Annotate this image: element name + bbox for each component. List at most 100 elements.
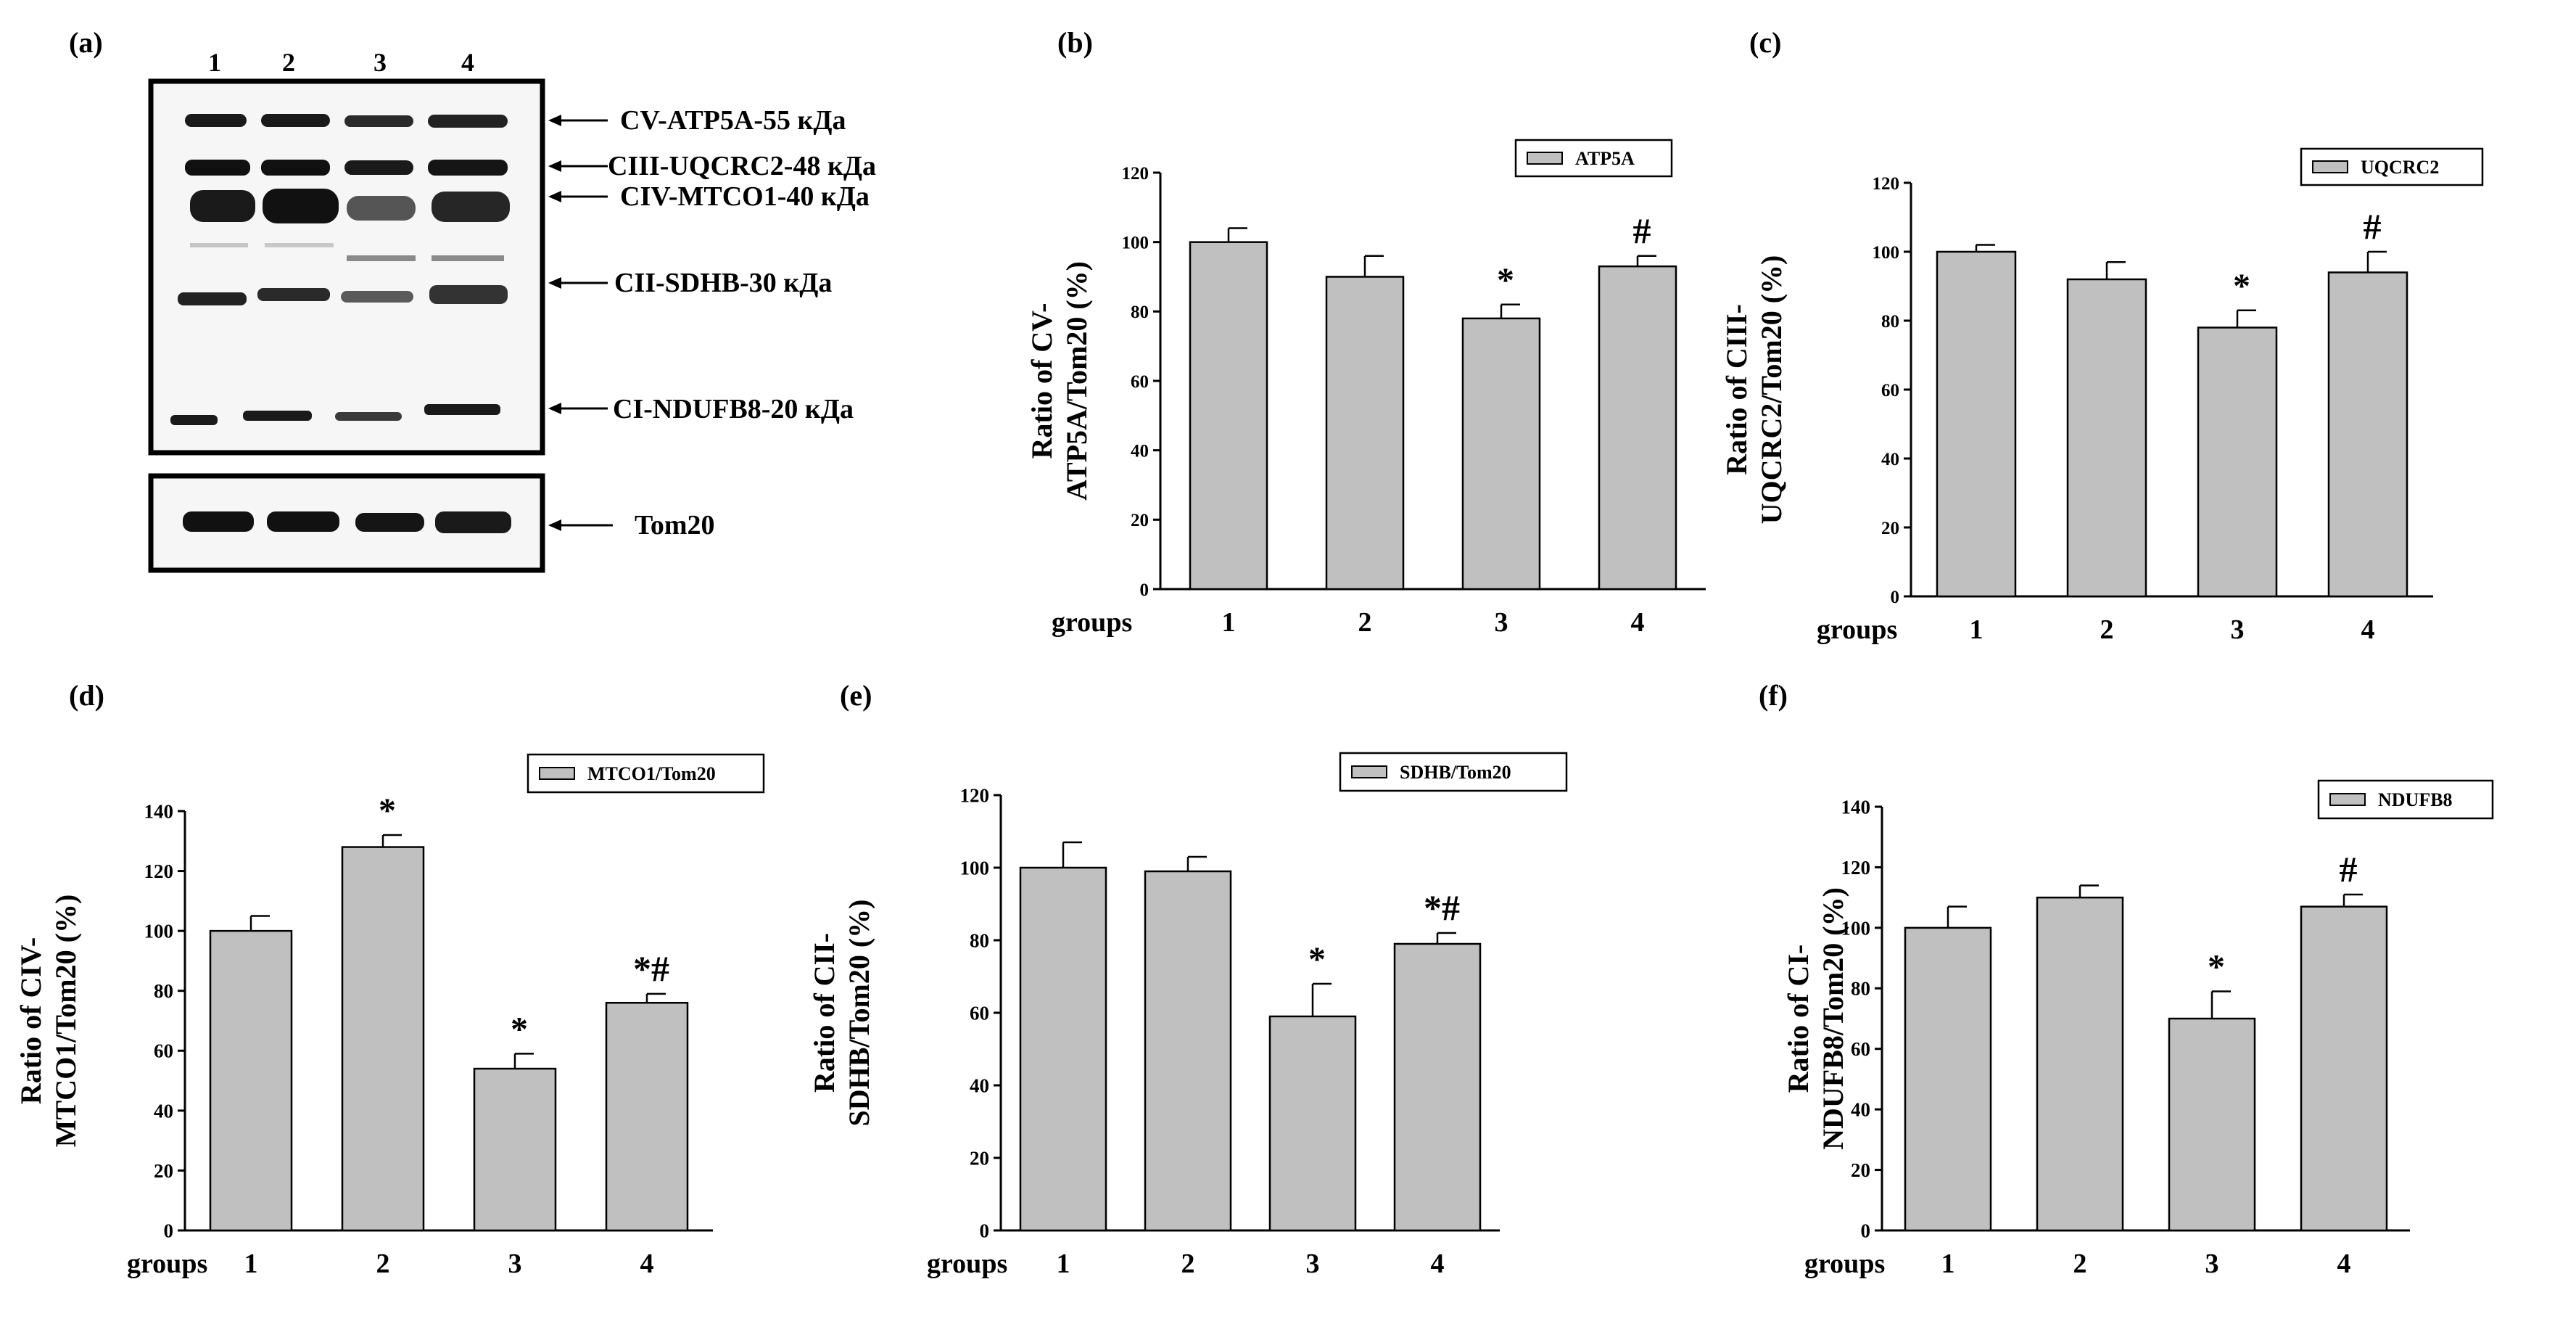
- bar: [1904, 926, 1992, 1232]
- x-tick-label: 4: [1631, 607, 1645, 638]
- x-tick-label: 3: [1495, 607, 1508, 638]
- y-tick-label: 0: [980, 1220, 990, 1241]
- y-tick-label: 140: [1841, 796, 1871, 818]
- significance-marker: *: [2208, 947, 2225, 986]
- y-tick-label: 20: [1131, 511, 1149, 530]
- y-tick-label: 0: [1891, 588, 1900, 607]
- bar: [1461, 317, 1541, 591]
- x-tick-label: 1: [244, 1249, 258, 1279]
- significance-marker: *#: [633, 948, 669, 989]
- y-tick-label: 40: [970, 1074, 989, 1096]
- chart-panel-b: (b) 0 20 40 60 80 100 120 1 2 3 * 4 # groups Ratio of C…: [1025, 26, 1706, 638]
- bar: [1598, 265, 1677, 591]
- bar: [473, 1067, 557, 1232]
- significance-marker: *: [511, 1010, 528, 1048]
- y-tick-label: 100: [1873, 243, 1900, 263]
- band-arrowheads: [548, 115, 561, 531]
- legend-swatch: [1527, 152, 1563, 165]
- y-tick-label: 120: [960, 784, 990, 806]
- bar: [2197, 326, 2278, 598]
- y-axis-title: Ratio of CII-SDHB/Tom20 (%): [808, 899, 875, 1126]
- significance-marker: #: [1633, 210, 1651, 251]
- x-axis-title: groups: [127, 1249, 207, 1279]
- significance-marker: *: [2233, 267, 2250, 305]
- significance-marker: *: [379, 792, 396, 830]
- legend-swatch: [2329, 793, 2366, 806]
- legend-label: UQCRC2: [2361, 157, 2439, 178]
- legend-label: ATP5A: [1575, 148, 1635, 169]
- y-tick-label: 20: [1851, 1159, 1870, 1181]
- x-tick-label: 3: [508, 1249, 522, 1279]
- bar: [1189, 241, 1268, 591]
- y-tick-label: 40: [1881, 450, 1899, 469]
- band-label-tom20: Tom20: [635, 510, 715, 540]
- legend: MTCO1/Tom20: [527, 753, 765, 794]
- y-tick-label: 80: [1131, 303, 1149, 322]
- y-tick-label: 40: [1851, 1099, 1870, 1121]
- significance-marker: *: [1497, 261, 1514, 300]
- y-tick-label: 140: [144, 800, 174, 822]
- y-tick-label: 100: [960, 857, 990, 879]
- bar: [2066, 278, 2147, 598]
- legend-label: NDUFB8: [2378, 789, 2453, 810]
- panel-label: (f): [1759, 679, 1788, 712]
- y-axis-title-line: Ratio of CV-: [1025, 303, 1058, 459]
- chart-panel-e: (e) 0 20 40 60 80 100 120 1 2 3 * 4 *# groups Ratio of …: [808, 679, 1568, 1279]
- bar: [605, 1001, 689, 1232]
- legend: ATP5A: [1514, 139, 1673, 178]
- x-tick-label: 3: [1306, 1249, 1320, 1279]
- legend-swatch: [539, 767, 575, 780]
- y-tick-label: 100: [144, 921, 174, 942]
- y-axis-title: Ratio of CI-NDUFB8/Tom20 (%): [1782, 887, 1849, 1150]
- y-axis-title-line: Ratio of CIII-: [1720, 304, 1753, 475]
- y-axis-title: Ratio of CV-ATP5A/Tom20 (%): [1025, 261, 1093, 501]
- y-axis-title-line: NDUFB8/Tom20 (%): [1817, 887, 1849, 1150]
- y-axis-title-line: Ratio of CII-: [808, 933, 841, 1093]
- y-tick-label: 80: [154, 980, 173, 1002]
- legend: UQCRC2: [2300, 147, 2484, 186]
- y-tick-label: 80: [970, 929, 989, 951]
- y-tick-label: 40: [1131, 441, 1149, 461]
- significance-marker: *: [1308, 940, 1326, 979]
- y-tick-label: 20: [154, 1160, 173, 1182]
- y-tick-label: 0: [164, 1220, 174, 1241]
- legend-label: SDHB/Tom20: [1400, 762, 1511, 783]
- y-tick-label: 20: [1881, 519, 1899, 538]
- legend: NDUFB8: [2317, 779, 2494, 820]
- y-tick-label: 80: [1851, 978, 1870, 1000]
- y-tick-label: 20: [970, 1147, 989, 1169]
- y-axis-title: Ratio of CIV-MTCO1/Tom20 (%): [15, 895, 82, 1148]
- y-tick-label: 100: [1841, 917, 1871, 939]
- legend-swatch: [1351, 765, 1387, 778]
- x-tick-label: 4: [2361, 614, 2375, 645]
- western-blot-panel: (a) 1 2 3 4: [69, 26, 876, 573]
- bar: [1268, 1015, 1357, 1232]
- significance-marker: #: [2364, 206, 2382, 247]
- x-axis-title: groups: [927, 1249, 1007, 1279]
- bar: [1019, 866, 1107, 1232]
- x-tick-label: 2: [1358, 607, 1372, 638]
- band-faint: [190, 243, 504, 261]
- band-mtco1: [190, 189, 510, 223]
- panel-label: (d): [69, 679, 104, 712]
- bar: [341, 846, 425, 1232]
- y-axis-title-line: SDHB/Tom20 (%): [843, 899, 875, 1126]
- bar: [1936, 250, 2017, 598]
- band-label-mtco1: CIV-MTCO1-40 кДа: [620, 181, 870, 212]
- x-tick-label: 1: [1941, 1249, 1955, 1279]
- band-atp5a: [185, 114, 508, 128]
- x-tick-label: 2: [1181, 1249, 1195, 1279]
- chart-panel-d: (d) 0 20 40 60 80 100 120 140 1 2 * 3 * 4 *# groups Ratio…: [15, 679, 765, 1279]
- band-arrows: [551, 119, 613, 527]
- x-tick-label: 4: [1431, 1249, 1445, 1279]
- y-tick-label: 100: [1122, 233, 1149, 252]
- legend-swatch: [2312, 160, 2348, 173]
- x-tick-label: 4: [2337, 1249, 2351, 1279]
- bar: [2036, 896, 2124, 1232]
- y-axis-title-line: ATP5A/Tom20 (%): [1060, 261, 1093, 501]
- significance-marker: #: [2340, 849, 2358, 889]
- x-axis-title: groups: [1817, 614, 1897, 645]
- legend-label: MTCO1/Tom20: [587, 763, 716, 784]
- x-axis-title: groups: [1804, 1249, 1885, 1279]
